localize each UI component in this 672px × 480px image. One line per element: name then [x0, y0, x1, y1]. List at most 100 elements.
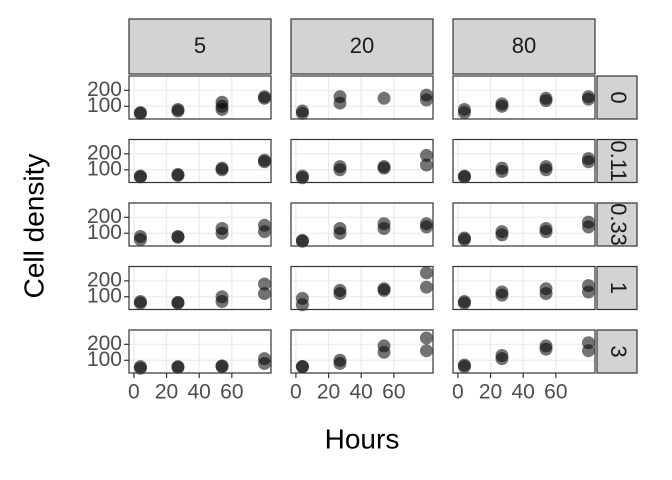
column-strip	[290, 18, 434, 75]
point	[333, 221, 347, 235]
point	[419, 158, 433, 172]
x-axis-label: Hours	[325, 423, 400, 454]
point	[419, 93, 433, 107]
x-tick-label: 0	[128, 381, 140, 404]
point	[215, 102, 229, 116]
point	[457, 169, 471, 183]
point	[171, 229, 185, 243]
panel-background	[129, 266, 271, 310]
row-strip-group: 0.33	[606, 203, 631, 246]
row-strip-group: 1	[606, 282, 631, 294]
y-tick-label: 200	[87, 78, 122, 101]
point	[295, 233, 309, 247]
column-strip	[452, 18, 596, 75]
point	[171, 360, 185, 374]
panel-background	[291, 330, 433, 373]
x-tick-label: 60	[382, 381, 405, 404]
point	[581, 152, 595, 166]
panel-border	[290, 202, 434, 247]
point	[457, 106, 471, 120]
panel-background	[291, 266, 433, 310]
row-strip-label: 3	[606, 345, 631, 357]
point	[133, 229, 147, 243]
point	[495, 285, 509, 299]
point	[333, 160, 347, 174]
x-tick-label: 0	[452, 381, 464, 404]
point	[133, 106, 147, 120]
point	[333, 96, 347, 110]
point	[215, 221, 229, 235]
point	[457, 231, 471, 245]
point	[257, 287, 271, 301]
y-tick-label: 100	[87, 221, 122, 244]
panel-background	[453, 266, 595, 310]
column-strip-label: 80	[512, 33, 536, 58]
x-tick-label: 60	[220, 381, 243, 404]
row-strip	[596, 138, 638, 184]
panel-background	[453, 330, 595, 373]
panel-border	[290, 265, 434, 311]
point	[581, 92, 595, 106]
y-axis-label: Cell density	[18, 154, 49, 299]
x-tick-label: 40	[188, 381, 211, 404]
column-strip-label: 20	[350, 33, 374, 58]
point	[171, 102, 185, 116]
y-tick-label: 200	[87, 268, 122, 291]
x-tick-label: 60	[544, 381, 567, 404]
point	[133, 295, 147, 309]
panel-border	[290, 329, 434, 374]
x-tick-label: 40	[350, 381, 373, 404]
y-tick-label: 100	[87, 157, 122, 180]
y-tick-label: 100	[87, 284, 122, 307]
row-strip-label: 0.33	[606, 203, 631, 246]
panel-background	[129, 330, 271, 373]
point	[457, 295, 471, 309]
point	[457, 358, 471, 372]
point	[257, 277, 271, 291]
point	[215, 161, 229, 175]
point	[581, 279, 595, 293]
x-tick-label: 20	[155, 381, 178, 404]
y-tick-label: 200	[87, 332, 122, 355]
panel-background	[291, 139, 433, 183]
point	[295, 169, 309, 183]
column-strip-label: 5	[194, 33, 206, 58]
point	[133, 169, 147, 183]
point	[539, 282, 553, 296]
y-tick-label: 100	[87, 348, 122, 371]
row-strip	[596, 329, 638, 374]
y-tick-label: 100	[87, 94, 122, 117]
point	[257, 352, 271, 366]
point	[581, 336, 595, 350]
point	[539, 339, 553, 353]
point	[333, 353, 347, 367]
y-tick-label: 200	[87, 141, 122, 164]
y-tick-label: 200	[87, 205, 122, 228]
x-tick-label: 20	[317, 381, 340, 404]
point	[377, 217, 391, 231]
panel-border	[452, 329, 596, 374]
point	[377, 91, 391, 105]
point	[295, 291, 309, 305]
point	[377, 339, 391, 353]
row-strip-label: 0	[606, 91, 631, 103]
point	[215, 359, 229, 373]
panel-border	[290, 75, 434, 120]
panel-border	[128, 75, 272, 120]
panel-border	[128, 329, 272, 374]
point	[133, 360, 147, 374]
panel-border	[452, 202, 596, 247]
point	[215, 290, 229, 304]
x-tick-label: 40	[512, 381, 535, 404]
point	[419, 331, 433, 345]
point	[495, 97, 509, 111]
row-strip-group: 0.11	[606, 140, 631, 181]
row-strip-group: 0	[606, 91, 631, 103]
point	[171, 295, 185, 309]
panel-background	[291, 203, 433, 246]
point	[581, 220, 595, 234]
panel-border	[452, 75, 596, 120]
point	[419, 148, 433, 162]
row-strip	[596, 265, 638, 311]
